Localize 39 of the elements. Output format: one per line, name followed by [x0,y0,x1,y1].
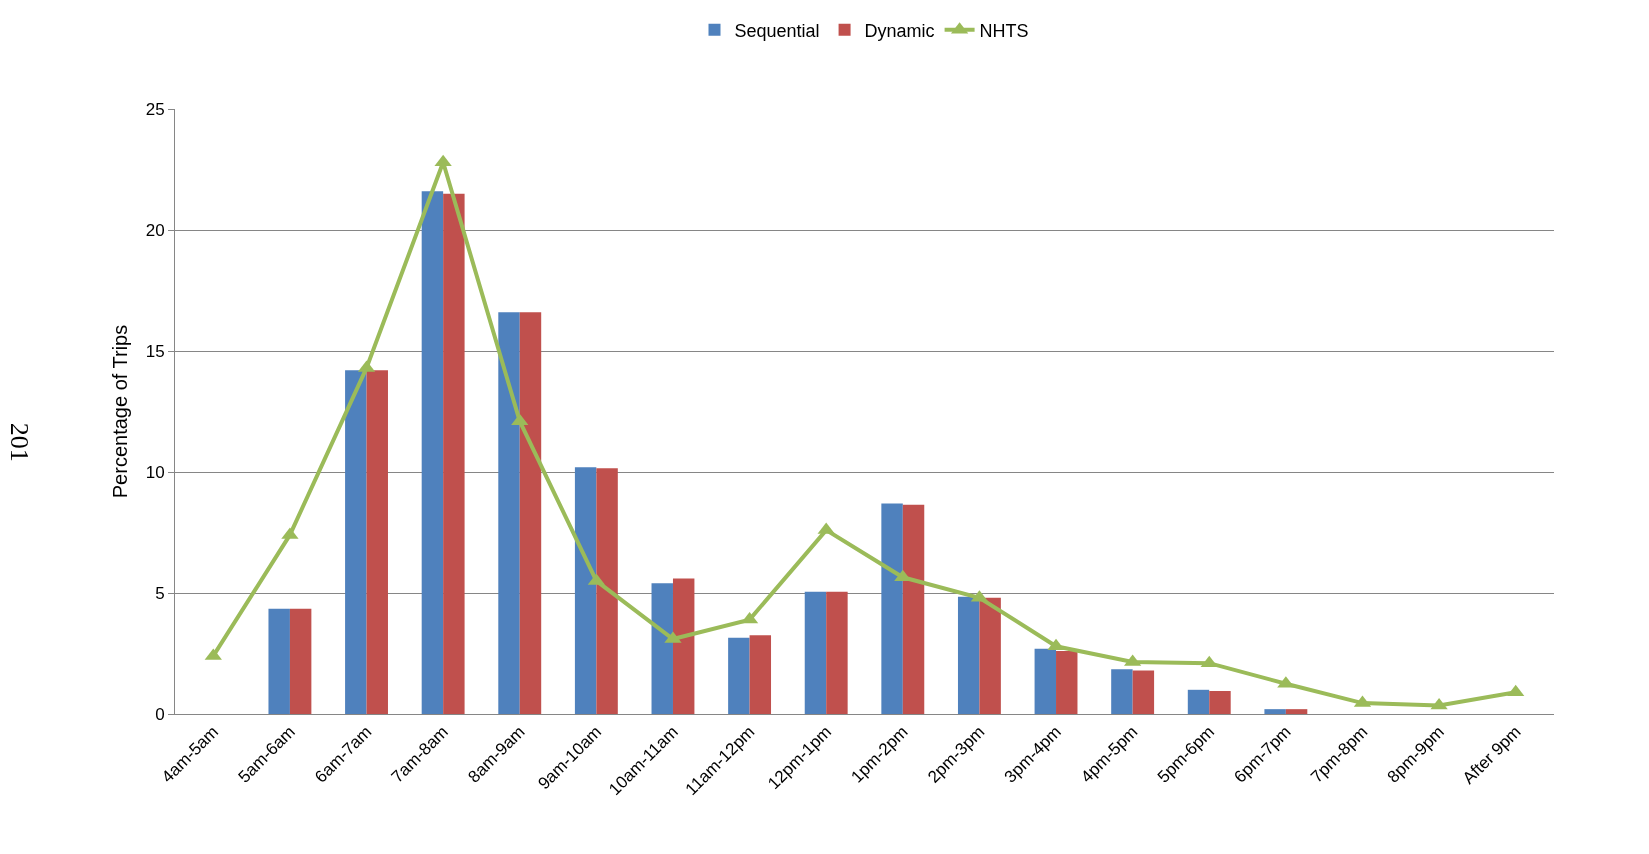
bar [1034,648,1057,714]
bar [651,583,673,714]
bar [519,312,542,714]
bar [289,608,312,714]
bar [498,312,520,714]
legend-label: Sequential [734,20,820,41]
y-tick-label: 20 [145,220,165,240]
bar [1132,670,1155,714]
y-tick-label: 15 [145,341,165,361]
bar [1264,709,1286,714]
bar [804,591,827,714]
legend-label: Dynamic [864,20,935,41]
bar [366,370,388,714]
bar [1187,689,1210,714]
y-tick-label: 25 [145,99,165,119]
y-tick-label: 10 [145,462,165,482]
bar [1111,669,1133,714]
legend-label: NHTS [979,20,1029,41]
bar [443,193,465,714]
text: 201 [4,422,34,462]
bar [1056,651,1078,714]
bar [1285,709,1308,714]
bar [672,578,695,714]
bar [268,608,290,714]
bar [902,504,925,714]
bar [421,191,444,714]
y-tick-label: 0 [155,704,165,724]
bar [826,591,848,714]
bar [345,370,367,714]
bar [979,597,1001,714]
bar [881,503,903,714]
bar [728,637,750,714]
bar [1209,691,1231,714]
bar [574,467,597,714]
y-axis-title: Percentage of Trips [109,324,132,499]
bar [749,635,772,714]
bar [596,468,618,714]
bar [957,596,980,714]
y-tick-label: 5 [155,583,165,603]
